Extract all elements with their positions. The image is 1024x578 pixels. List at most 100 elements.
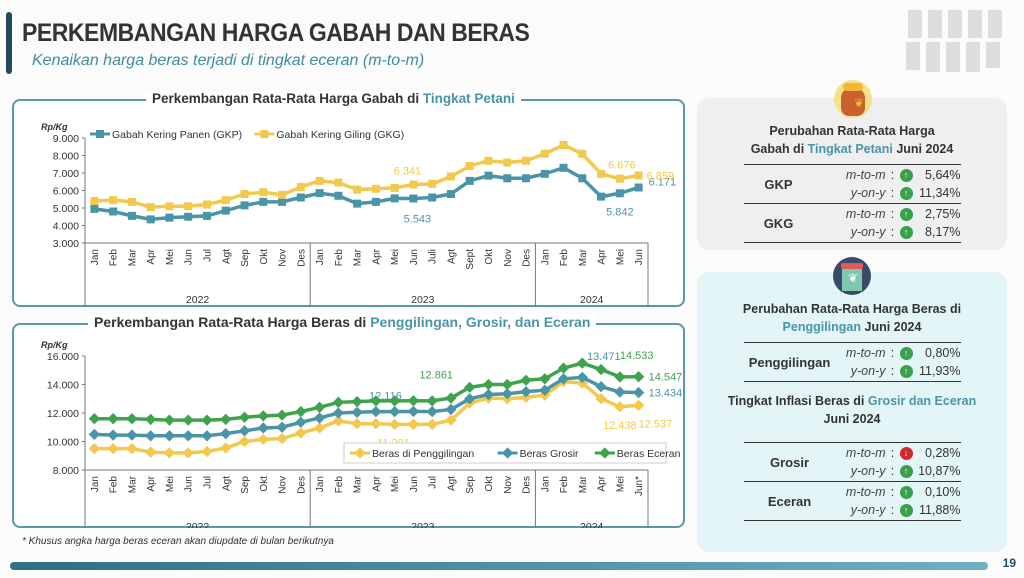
footer-bar xyxy=(10,562,988,570)
x-tick-label: Jan xyxy=(540,249,551,265)
data-point xyxy=(426,395,438,407)
data-point xyxy=(126,442,138,455)
year-label: 2023 xyxy=(411,521,435,528)
period-label: y-on-y xyxy=(850,503,886,517)
x-tick-label: Nov xyxy=(503,476,514,494)
x-tick-label: Des xyxy=(522,249,533,267)
data-point xyxy=(559,141,568,149)
x-tick-label: Jun xyxy=(409,476,420,492)
data-point xyxy=(315,189,324,198)
change-value: 5,64% xyxy=(925,168,961,182)
y-tick-label: 5.000 xyxy=(53,203,79,215)
data-point xyxy=(127,211,136,220)
data-point xyxy=(88,428,101,441)
legend-label: Gabah Kering Panen (GKP) xyxy=(112,129,242,141)
x-tick-label: Nov xyxy=(278,476,289,494)
arrow-up-icon: ↑ xyxy=(899,225,913,239)
change-value: 0,10% xyxy=(925,485,961,499)
change-row: m-to-m: ↑ 0,10% xyxy=(836,483,961,501)
data-point xyxy=(221,196,230,205)
rice-bag-icon: ❦ xyxy=(833,257,871,295)
data-label: 6.676 xyxy=(608,160,636,172)
data-point xyxy=(184,212,193,221)
data-label: 14.533 xyxy=(620,350,654,362)
data-label: 14.547 xyxy=(649,372,683,384)
data-point xyxy=(446,172,455,181)
colon: : xyxy=(890,186,895,200)
data-point xyxy=(240,190,249,198)
data-point xyxy=(614,386,626,398)
x-tick-label: Jan xyxy=(315,476,326,492)
data-point xyxy=(201,445,213,458)
data-point xyxy=(295,416,307,428)
x-tick-label: Apr xyxy=(146,475,157,491)
period-label: m-to-m xyxy=(845,485,886,499)
data-point xyxy=(220,428,232,440)
x-tick-label: Okt xyxy=(259,249,270,265)
colon: : xyxy=(890,446,895,460)
data-point xyxy=(334,191,343,200)
data-point xyxy=(503,174,512,183)
penggilingan-change-table: Penggilingan m-to-m: ↑ 0,80% y-on-y: ↑ 11,93% xyxy=(743,342,961,382)
series-line-1 xyxy=(94,143,639,209)
x-tick-label: Mar xyxy=(127,475,138,493)
data-point xyxy=(370,405,382,418)
data-point xyxy=(276,409,288,421)
data-point xyxy=(409,180,418,189)
group-label: GKG xyxy=(763,215,794,231)
x-tick-label: Mar xyxy=(127,248,138,266)
data-point xyxy=(615,174,624,183)
data-point xyxy=(370,395,382,407)
logo xyxy=(906,10,1002,72)
y-tick-label: 6.000 xyxy=(53,186,79,198)
colon: : xyxy=(890,485,895,499)
period-label: m-to-m xyxy=(845,168,886,182)
data-point xyxy=(278,197,287,206)
change-row: m-to-m: ↓ 0,28% xyxy=(836,444,961,462)
period-label: y-on-y xyxy=(850,464,886,478)
data-point xyxy=(520,391,532,403)
data-point xyxy=(182,430,194,442)
data-point xyxy=(313,401,326,413)
data-point xyxy=(257,410,269,422)
data-point xyxy=(126,413,138,425)
data-point xyxy=(407,405,420,418)
table-group: GKP m-to-m: ↑ 5,64% y-on-y: ↑ 11,34% xyxy=(743,165,961,204)
data-point xyxy=(632,386,645,399)
data-point xyxy=(220,442,232,454)
data-point xyxy=(163,414,176,426)
data-point xyxy=(539,384,551,396)
data-point xyxy=(446,190,455,198)
rice-sack-icon: ❦ xyxy=(834,80,872,118)
x-tick-label: Mei xyxy=(165,249,176,265)
period-label: y-on-y xyxy=(850,186,886,200)
data-point xyxy=(165,202,174,211)
data-point xyxy=(145,446,157,458)
data-point xyxy=(371,197,380,206)
chart-title-text: Perkembangan Rata-Rata Harga Gabah di xyxy=(152,91,423,106)
x-tick-label: Jun xyxy=(409,249,420,265)
beras-panel-title: Perubahan Rata-Rata Harga Beras di Penggi… xyxy=(742,302,962,334)
data-point xyxy=(146,215,155,224)
data-point xyxy=(407,418,420,431)
data-point xyxy=(426,405,438,418)
x-tick-label: Mar xyxy=(353,475,364,493)
x-tick-label: Okt xyxy=(484,249,495,265)
data-point xyxy=(371,184,380,193)
arrow-up-icon: ↑ xyxy=(899,346,913,360)
x-tick-label: Jun* xyxy=(634,476,645,496)
data-point xyxy=(353,185,362,194)
x-tick-label: Agt xyxy=(221,476,232,491)
chart-title-highlight: Penggilingan, Grosir, dan Eceran xyxy=(370,314,591,330)
x-tick-label: Agt xyxy=(221,249,232,264)
inflasi-panel-title: Tingkat Inflasi Beras di Grosir dan Ecer… xyxy=(727,394,977,426)
x-tick-label: Agt xyxy=(446,476,457,491)
y-tick-label: 4.000 xyxy=(53,221,79,233)
data-point xyxy=(182,447,194,459)
group-label: GKP xyxy=(764,176,793,192)
data-point xyxy=(296,183,305,191)
data-label: 12.537 xyxy=(639,418,673,430)
data-point xyxy=(332,396,345,408)
data-label: 6.171 xyxy=(649,177,677,189)
y-tick-label: 14.000 xyxy=(47,380,79,392)
